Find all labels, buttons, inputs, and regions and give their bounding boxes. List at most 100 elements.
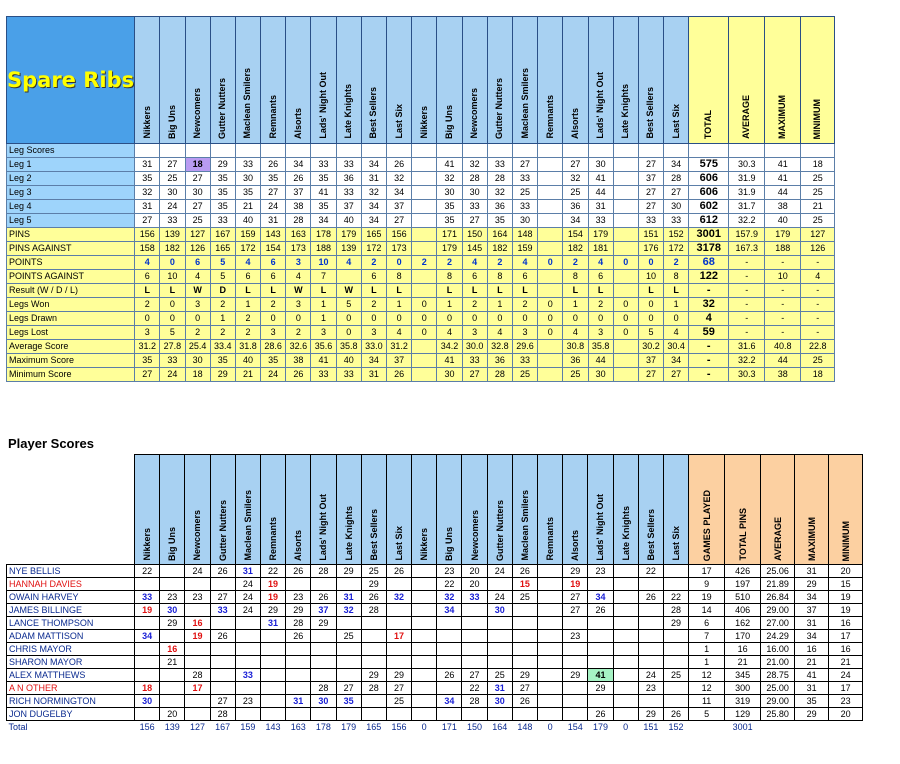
column-header-label: Nikkers [142, 528, 153, 561]
player-score-cell [612, 629, 639, 643]
player-score-cell [133, 616, 161, 630]
column-header-1: Big Uns [159, 16, 186, 144]
stat-cell: 0 [537, 311, 564, 326]
player-score-cell: 27 [511, 681, 539, 695]
summary-header-label: MINIMUM [840, 520, 851, 562]
total-cell: 156 [139, 722, 155, 732]
player-score-cell: 19 [259, 577, 287, 591]
stat-cell: 31 [360, 367, 388, 382]
stat-cell [386, 143, 413, 158]
player-score-cell [385, 603, 413, 617]
stat-cell: 0 [637, 297, 665, 312]
player-summary-cell: 14 [688, 603, 726, 617]
stat-cell: 27 [663, 185, 690, 200]
stat-cell: 30 [436, 367, 463, 382]
player-score-cell [436, 707, 463, 721]
player-score-cell [310, 629, 337, 643]
stat-cell: 21 [234, 199, 262, 214]
row-label: Maximum Score [5, 353, 136, 368]
stat-cell: 33 [159, 213, 186, 228]
stat-cell: L [663, 283, 690, 298]
player-summary-cell: 31 [794, 681, 830, 695]
stat-cell: 35 [486, 213, 513, 228]
stat-cell: 32 [486, 185, 513, 200]
stat-cell: 179 [335, 227, 362, 242]
stat-cell [411, 185, 438, 200]
stat-cell [612, 269, 639, 284]
player-score-cell [486, 577, 513, 591]
stat-cell: 6 [260, 269, 287, 284]
player-score-cell: 25 [662, 668, 690, 682]
player-score-cell [209, 577, 236, 591]
summary-cell: - [688, 353, 730, 368]
player-score-cell: 31 [486, 681, 513, 695]
stat-cell: 34 [360, 157, 388, 172]
summary-header-label: MAXIMUM [806, 517, 817, 561]
player-column-header-20: Best Sellers [637, 454, 664, 565]
stat-cell: 28 [285, 213, 312, 228]
player-score-cell: 30 [486, 603, 513, 617]
player-name: JON DUGELBY [6, 707, 135, 721]
stat-cell: 33 [159, 353, 186, 368]
player-score-cell [587, 616, 614, 630]
stat-cell: 31 [134, 157, 161, 172]
stat-cell: 25 [159, 171, 186, 186]
player-score-cell [335, 642, 362, 656]
stat-cell: 173 [285, 241, 312, 256]
stat-cell: 159 [234, 227, 262, 242]
player-score-cell: 33 [133, 590, 161, 604]
player-score-cell [612, 694, 639, 708]
stat-cell: 0 [562, 311, 589, 326]
stat-cell [612, 171, 639, 186]
stat-cell: 33 [310, 367, 337, 382]
stat-cell: 151 [637, 227, 665, 242]
player-column-header-0: Nikkers [133, 454, 161, 565]
stat-cell: 31.2 [134, 339, 161, 354]
stat-cell: 1 [663, 297, 690, 312]
stat-cell: 34 [360, 353, 388, 368]
stat-cell [537, 339, 564, 354]
player-score-cell: 26 [285, 564, 312, 578]
player-row: ADAM MATTISON 34 19 26 26 25 17 23 7 170 24.29 34 17 [6, 629, 864, 643]
summary-cell: 31.6 [728, 339, 766, 354]
stat-cell [537, 241, 564, 256]
stat-cell: 27 [386, 213, 413, 228]
stat-cell: 179 [436, 241, 463, 256]
stat-cell: 4 [562, 325, 589, 340]
stats-row: Legs Lost 3 5 2 2 2 3 2 3 0 3 4 0 4 3 4 3 0 4 3 0 5 4 59- - - [5, 325, 836, 340]
stat-cell: 7 [310, 269, 337, 284]
stat-cell: 176 [637, 241, 665, 256]
stat-cell: 0 [612, 297, 639, 312]
player-row: SHARON MAYOR 21 1 21 21.00 21 21 [6, 655, 864, 669]
stat-cell: 178 [310, 227, 337, 242]
stat-cell: 0 [663, 311, 690, 326]
stat-cell: 33 [461, 353, 488, 368]
player-score-cell: 19 [562, 577, 589, 591]
player-score-cell: 30 [486, 694, 513, 708]
stat-cell: 0 [159, 311, 186, 326]
stats-row: PINS AGAINST 158 182 126 165 172 154 173 188 139 1… [5, 241, 836, 256]
summary-cell: 32.2 [728, 353, 766, 368]
player-score-cell: 23 [234, 694, 261, 708]
stat-cell: 5 [209, 255, 236, 270]
player-score-cell: 25 [335, 629, 362, 643]
stat-cell: 32 [386, 171, 413, 186]
player-score-cell [536, 564, 564, 578]
column-header-label: Late Knights [343, 84, 354, 139]
stats-row: POINTS 4 0 6 5 4 6 3 10 4 2 0 2 2 4 2 4 0 2 4 0 0 2 68- - - [5, 255, 836, 270]
player-summary-cell: 426 [724, 564, 762, 578]
player-score-cell: 31 [259, 616, 287, 630]
player-score-cell: 28 [310, 564, 337, 578]
stat-cell: 0 [637, 255, 665, 270]
stat-cell: 0 [411, 325, 438, 340]
stat-cell: 34 [285, 157, 312, 172]
stat-cell: 31 [134, 199, 161, 214]
player-score-cell: 26 [209, 629, 236, 643]
stat-cell: 32 [436, 171, 463, 186]
column-header-11: Nikkers [411, 16, 438, 144]
player-score-cell [536, 668, 564, 682]
player-summary-cell: 28.75 [760, 668, 796, 682]
player-summary-cell: 19 [828, 590, 864, 604]
player-score-cell: 26 [511, 694, 539, 708]
stat-cell: 4 [184, 269, 211, 284]
